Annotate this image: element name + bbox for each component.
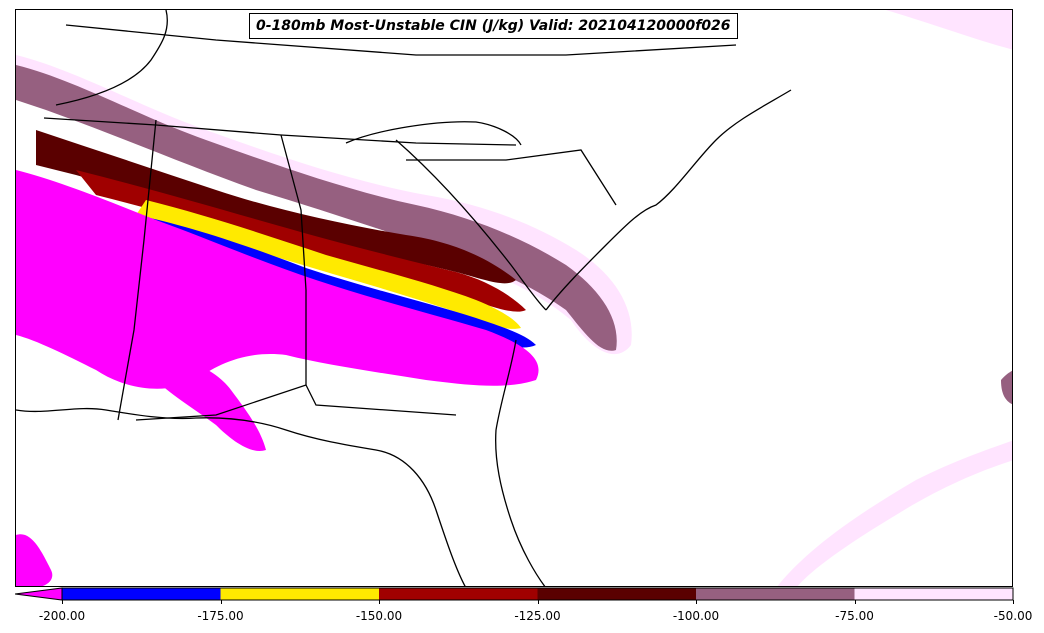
cin-map <box>16 10 1012 586</box>
colorbar-bin-5 <box>854 588 1013 600</box>
colorbar-tick-label: -75.00 <box>835 609 874 623</box>
cin-region-magenta-sw <box>16 534 53 586</box>
cin-region-yellow <box>136 200 521 329</box>
colorbar-tick-label: -100.00 <box>672 609 720 623</box>
colorbar-bin-4 <box>696 588 855 600</box>
northern-river-border <box>55 10 168 106</box>
state-border-ms-al <box>117 119 157 421</box>
cin-region-red <box>76 170 526 312</box>
ky-va-border <box>65 24 737 56</box>
cin-fill-layer <box>16 10 1012 586</box>
colorbar-bin-0 <box>62 588 221 600</box>
state-border-northern <box>43 117 517 146</box>
colorbar-tick-mark <box>220 600 222 604</box>
state-border-ga-sc <box>395 139 547 311</box>
colorbar-tick-label: -150.00 <box>355 609 403 623</box>
cin-region-magenta-south <box>156 359 266 451</box>
colorbar-tick-mark <box>379 600 380 604</box>
colorbar-tick-label: -50.00 <box>993 609 1033 623</box>
cin-region-pink-ne <box>886 10 1012 50</box>
colorbar-tick-mark <box>696 600 697 604</box>
colorbar-tick-mark <box>62 600 63 604</box>
colorbar-underflow-triangle <box>15 587 63 601</box>
colorbar-tick-label: -175.00 <box>197 609 244 623</box>
cin-region-darkred <box>36 130 516 284</box>
colorbar-tick-mark <box>854 600 856 604</box>
cin-region-magenta-west <box>16 170 539 389</box>
colorbar-bins <box>62 588 1013 600</box>
cin-region-pink-atlantic <box>777 440 1012 586</box>
geographic-boundaries <box>16 10 792 586</box>
colorbar <box>15 587 1014 601</box>
colorbar-bin-1 <box>220 588 379 600</box>
colorbar-tick-label: -125.00 <box>514 609 561 623</box>
cin-region-mauve <box>16 65 617 351</box>
map-title: 0-180mb Most-Unstable CIN (J/kg) Valid: … <box>249 13 738 39</box>
colorbar-tick-label: -200.00 <box>38 609 86 623</box>
cin-region-mauve-east <box>1001 370 1012 405</box>
map-panel <box>15 9 1013 587</box>
state-border-al-ga <box>280 134 307 385</box>
state-border-nc-sc <box>406 149 617 206</box>
colorbar-tick-mark <box>537 600 539 604</box>
atlantic-coastline <box>545 89 792 311</box>
colorbar-bin-3 <box>537 588 696 600</box>
florida-east-coastline <box>495 339 546 586</box>
state-border-fl-line <box>135 384 457 421</box>
tn-va-border <box>345 121 522 146</box>
gulf-coastline <box>16 407 466 586</box>
colorbar-bin-2 <box>379 588 538 600</box>
colorbar-tick-mark <box>1013 600 1014 604</box>
